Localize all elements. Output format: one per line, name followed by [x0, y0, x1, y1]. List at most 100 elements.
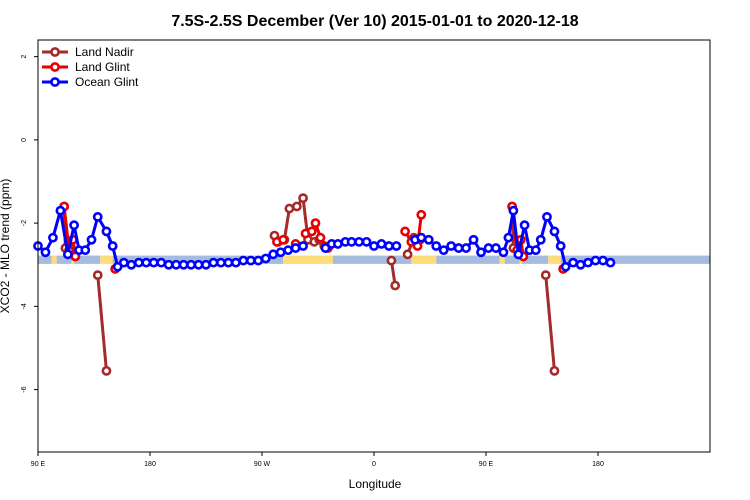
ocean-glint-point [468, 234, 479, 245]
surface-band-ocean [332, 255, 412, 264]
land-nadir-point [291, 201, 302, 212]
ocean-glint-point [40, 247, 51, 258]
ocean-glint-point [107, 241, 118, 251]
ocean-glint-point [446, 241, 457, 251]
surface-band-land [283, 255, 333, 264]
ocean-glint-point [171, 259, 182, 270]
ocean-glint-point [491, 243, 501, 253]
land-nadir-point [101, 365, 112, 376]
ocean-glint-point [560, 261, 571, 272]
ocean-glint-point [283, 245, 294, 256]
ocean-glint-point [476, 247, 486, 258]
legend-marker-land-glint [50, 62, 60, 72]
ocean-glint-point [530, 245, 541, 256]
legend-label-land-glint: Land Glint [75, 60, 130, 74]
ocean-glint-point [369, 241, 379, 251]
ocean-glint-point [118, 257, 129, 268]
ocean-glint-point [568, 257, 579, 268]
surface-band-ocean [560, 255, 710, 264]
surface-band [38, 255, 710, 264]
ocean-glint-point [126, 259, 137, 270]
ocean-glint-point [605, 257, 616, 268]
ocean-glint-point [320, 243, 331, 253]
ocean-glint-point [590, 255, 601, 266]
surface-band-land [548, 255, 561, 264]
land-nadir-line [96, 274, 108, 371]
legend-label-land-nadir: Land Nadir [75, 45, 134, 59]
land-glint-point [416, 209, 427, 220]
y-tick-label: -6 [21, 386, 28, 392]
surface-band-land [411, 255, 437, 264]
land-nadir-point [386, 255, 397, 266]
ocean-glint-point [178, 259, 189, 270]
land-nadir-point [402, 249, 413, 260]
x-tick-label: 90 W [254, 461, 271, 468]
surface-band-ocean [504, 255, 520, 264]
axes: 90 E 180 90 W 0 90 E 180 2 0 -2 -4 -6 [21, 55, 604, 468]
land-glint-point [310, 218, 321, 229]
ocean-glint-point [549, 226, 560, 237]
surface-band-ocean [436, 255, 500, 264]
ocean-glint-point [354, 236, 364, 247]
ocean-glint-point [69, 220, 79, 231]
ocean-glint-point [141, 257, 152, 268]
ocean-glint-point [346, 236, 357, 247]
ocean-glint-point [253, 255, 264, 266]
ocean-glint-point [201, 259, 211, 270]
ocean-glint-point [186, 259, 196, 270]
surface-band-ocean [56, 255, 72, 264]
ocean-glint-point [55, 205, 66, 216]
x-tick-label: 90 E [31, 461, 46, 468]
ocean-glint-point [208, 257, 219, 268]
x-tick-label: 180 [592, 461, 604, 468]
ocean-glint-point [535, 234, 546, 245]
land-nadir-line [544, 274, 556, 371]
legend-marker-ocean-glint [50, 77, 60, 87]
ocean-glint-point [384, 241, 394, 251]
ocean-glint-point [575, 259, 586, 270]
land-nadir-point [284, 203, 295, 214]
ocean-glint-point [163, 259, 174, 270]
ocean-glint-point [298, 241, 308, 251]
ocean-glint-point [513, 249, 524, 260]
land-glint-point [315, 232, 326, 243]
ocean-glint-point [223, 257, 234, 268]
land-nadir-point [298, 193, 308, 204]
surface-band-ocean [74, 255, 101, 264]
surface-band-ocean [112, 255, 284, 264]
ocean-glint-point [361, 236, 372, 247]
ocean-glint-point [230, 257, 241, 268]
land-glint-point [306, 226, 317, 237]
ocean-glint-point [483, 243, 494, 253]
x-tick-label: 90 E [479, 461, 494, 468]
y-tick-label: 0 [21, 138, 28, 142]
ocean-glint-point [598, 255, 608, 266]
legend-marker-land-nadir [50, 47, 60, 57]
surface-band-land [100, 255, 113, 264]
land-glint-point [278, 234, 289, 245]
ocean-glint-point [92, 211, 103, 222]
ocean-glint-point [555, 241, 566, 251]
legend-label-ocean-glint: Ocean Glint [75, 75, 139, 89]
ocean-glint-point [275, 247, 286, 258]
x-tick-label: 180 [144, 461, 156, 468]
ocean-glint-point [86, 234, 97, 245]
x-axis-label: Longitude [349, 477, 402, 491]
land-nadir-point [540, 270, 551, 281]
x-tick-label: 0 [372, 461, 376, 468]
land-glint-point [400, 226, 411, 237]
ocean-glint-point [48, 232, 58, 243]
ocean-glint-point [583, 257, 593, 268]
y-tick-label: -4 [21, 303, 28, 309]
ocean-glint-point [290, 243, 301, 253]
surface-band-land [51, 255, 57, 264]
land-nadir-point [549, 365, 560, 376]
ocean-glint-point [62, 249, 73, 260]
ocean-glint-point [453, 243, 464, 253]
ocean-glint-point [423, 234, 434, 245]
y-tick-label: -2 [21, 220, 28, 226]
series-layer [33, 193, 616, 376]
ocean-glint-point [431, 241, 442, 251]
ocean-glint-point [268, 249, 279, 260]
